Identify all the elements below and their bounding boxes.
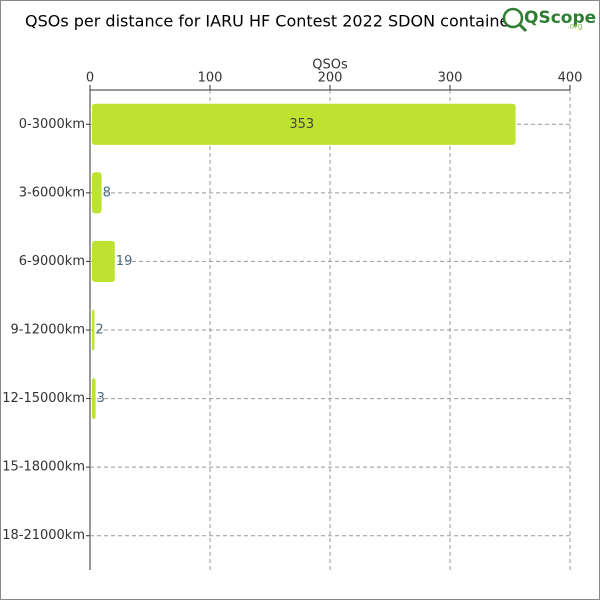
y-tick-label: 18-21000km	[2, 528, 85, 543]
x-axis-label: QSOs	[312, 58, 348, 73]
data-label: 2	[95, 323, 103, 338]
y-tick-label: 0-3000km	[19, 117, 85, 132]
x-tick-label: 0	[86, 71, 94, 86]
y-tick-label: 15-18000km	[2, 460, 85, 475]
data-label: 19	[116, 254, 133, 269]
data-label: 3	[97, 391, 105, 406]
data-label: 353	[289, 117, 314, 132]
logo-icon-handle	[517, 22, 528, 33]
bar	[92, 309, 95, 351]
bar	[92, 378, 96, 420]
x-tick-label: 100	[198, 71, 223, 86]
logo-icon	[502, 7, 524, 29]
y-tick-label: 12-15000km	[2, 391, 85, 406]
logo: QScope .org	[502, 7, 596, 33]
bar	[92, 103, 516, 145]
data-label: 8	[103, 185, 111, 200]
y-tick-label: 3-6000km	[19, 185, 85, 200]
y-tick-label: 6-9000km	[19, 254, 85, 269]
x-tick-label: 300	[438, 71, 463, 86]
bar	[92, 172, 102, 214]
logo-name: QScope	[524, 8, 596, 28]
y-tick-label: 9-12000km	[10, 323, 85, 338]
logo-suffix: .org	[567, 22, 583, 31]
bar	[92, 240, 115, 282]
x-tick-label: 400	[558, 71, 583, 86]
x-tick-label: 200	[318, 71, 343, 86]
chart-title: QSOs per distance for IARU HF Contest 20…	[25, 12, 520, 31]
